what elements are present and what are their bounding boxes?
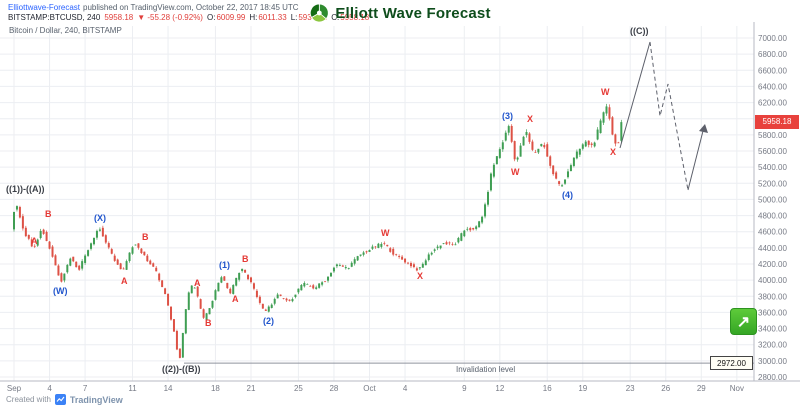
author-link[interactable]: Elliottwave-Forecast bbox=[8, 3, 81, 12]
svg-text:16: 16 bbox=[543, 384, 552, 393]
svg-text:3400.00: 3400.00 bbox=[758, 325, 787, 334]
elliott-wave-forecast-logo-icon bbox=[309, 3, 329, 23]
wave-label: W bbox=[511, 167, 520, 177]
wave-label: B bbox=[142, 232, 149, 242]
svg-text:14: 14 bbox=[164, 384, 173, 393]
svg-text:5800.00: 5800.00 bbox=[758, 131, 787, 140]
low-label: L: bbox=[290, 13, 298, 22]
current-price-tag: 5958.18 bbox=[755, 115, 799, 130]
price-change: ▼ -55.28 (-0.92%) bbox=[137, 13, 203, 22]
invalidation-price-tag: 2972.00 bbox=[710, 356, 753, 371]
svg-text:4: 4 bbox=[403, 384, 408, 393]
svg-text:29: 29 bbox=[697, 384, 706, 393]
svg-text:26: 26 bbox=[661, 384, 670, 393]
arrow-up-right-icon: ↗ bbox=[736, 313, 751, 331]
svg-text:12: 12 bbox=[495, 384, 504, 393]
symbol-label: BITSTAMP:BTCUSD, 240 bbox=[8, 13, 101, 22]
wave-label: (4) bbox=[562, 190, 573, 200]
svg-text:Sep: Sep bbox=[7, 384, 22, 393]
wave-label: W bbox=[601, 87, 610, 97]
svg-text:4000.00: 4000.00 bbox=[758, 276, 787, 285]
brand-name: Elliott Wave Forecast bbox=[335, 4, 491, 22]
svg-text:11: 11 bbox=[128, 384, 137, 393]
created-with-label: Created with bbox=[6, 395, 51, 404]
close-value: 5958.18 bbox=[340, 13, 370, 22]
svg-text:7000.00: 7000.00 bbox=[758, 34, 787, 43]
wave-label: A bbox=[121, 276, 128, 286]
chart-symbol-legend: Bitcoin / Dollar, 240, BITSTAMP bbox=[9, 26, 122, 35]
wave-label: B bbox=[205, 318, 212, 328]
svg-text:6600.00: 6600.00 bbox=[758, 66, 787, 75]
last-price: 5958.18 bbox=[104, 13, 134, 22]
tradingview-logo-icon bbox=[54, 394, 66, 405]
wave-label: ((1))-((A)) bbox=[6, 184, 45, 194]
svg-text:2800.00: 2800.00 bbox=[758, 373, 787, 382]
svg-text:9: 9 bbox=[462, 384, 467, 393]
svg-text:6400.00: 6400.00 bbox=[758, 82, 787, 91]
wave-label: (2) bbox=[263, 316, 274, 326]
svg-text:3800.00: 3800.00 bbox=[758, 292, 787, 301]
svg-text:21: 21 bbox=[247, 384, 256, 393]
wave-label: X bbox=[527, 114, 534, 124]
wave-label: A bbox=[31, 236, 38, 246]
footer: Created with TradingView bbox=[6, 394, 123, 405]
brand-logo: Elliott Wave Forecast bbox=[309, 3, 490, 23]
wave-label: (X) bbox=[94, 213, 106, 223]
long-arrow-button[interactable]: ↗ bbox=[730, 308, 757, 335]
wave-label: (W) bbox=[53, 286, 68, 296]
attribution-text: published on TradingView.com, October 22… bbox=[83, 3, 299, 12]
svg-text:5200.00: 5200.00 bbox=[758, 179, 787, 188]
open-value: 6009.99 bbox=[216, 13, 246, 22]
wave-label: ((2))-((B)) bbox=[162, 364, 201, 374]
svg-text:4400.00: 4400.00 bbox=[758, 244, 787, 253]
svg-text:5600.00: 5600.00 bbox=[758, 147, 787, 156]
tradingview-brand-link[interactable]: TradingView bbox=[69, 394, 123, 405]
attribution: Elliottwave-Forecast published on Trading… bbox=[8, 3, 299, 12]
high-value: 6011.33 bbox=[258, 13, 287, 22]
svg-text:5000.00: 5000.00 bbox=[758, 195, 787, 204]
wave-label: W bbox=[381, 228, 390, 238]
close-label: C: bbox=[331, 13, 340, 22]
wave-label: ((C)) bbox=[630, 26, 649, 36]
high-label: H: bbox=[249, 13, 258, 22]
svg-text:25: 25 bbox=[294, 384, 303, 393]
svg-text:28: 28 bbox=[329, 384, 338, 393]
svg-text:4600.00: 4600.00 bbox=[758, 228, 787, 237]
open-label: O: bbox=[206, 13, 216, 22]
svg-text:6800.00: 6800.00 bbox=[758, 50, 787, 59]
svg-text:7: 7 bbox=[83, 384, 88, 393]
svg-text:Oct: Oct bbox=[363, 384, 376, 393]
wave-label: X bbox=[610, 147, 617, 157]
svg-text:5400.00: 5400.00 bbox=[758, 163, 787, 172]
svg-text:23: 23 bbox=[626, 384, 635, 393]
invalidation-level-label: Invalidation level bbox=[456, 365, 516, 375]
svg-text:18: 18 bbox=[211, 384, 220, 393]
svg-text:4200.00: 4200.00 bbox=[758, 260, 787, 269]
wave-label: X bbox=[417, 271, 424, 281]
svg-text:Nov: Nov bbox=[730, 384, 744, 393]
svg-text:3000.00: 3000.00 bbox=[758, 357, 787, 366]
wave-label: B bbox=[242, 254, 249, 264]
svg-text:19: 19 bbox=[578, 384, 587, 393]
svg-text:3600.00: 3600.00 bbox=[758, 308, 787, 317]
wave-label: A bbox=[194, 278, 201, 288]
svg-text:4800.00: 4800.00 bbox=[758, 212, 787, 221]
wave-label: (1) bbox=[219, 260, 230, 270]
svg-text:4: 4 bbox=[47, 384, 52, 393]
svg-text:6200.00: 6200.00 bbox=[758, 99, 787, 108]
wave-label: (3) bbox=[502, 111, 513, 121]
wave-label: B bbox=[45, 209, 52, 219]
wave-label: A bbox=[232, 294, 239, 304]
svg-text:3200.00: 3200.00 bbox=[758, 341, 787, 350]
